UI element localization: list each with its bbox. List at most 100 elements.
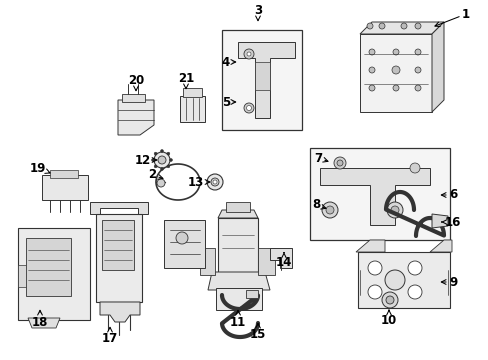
Polygon shape bbox=[319, 168, 429, 225]
Bar bbox=[218, 218, 258, 273]
Circle shape bbox=[368, 67, 374, 73]
Circle shape bbox=[333, 157, 346, 169]
Polygon shape bbox=[238, 42, 294, 118]
Polygon shape bbox=[431, 22, 443, 112]
Circle shape bbox=[381, 292, 397, 308]
Text: 17: 17 bbox=[102, 327, 118, 345]
Polygon shape bbox=[183, 88, 202, 97]
Circle shape bbox=[154, 152, 170, 168]
Text: 6: 6 bbox=[441, 189, 456, 202]
Text: 2: 2 bbox=[148, 168, 163, 181]
Text: 7: 7 bbox=[313, 152, 327, 165]
Text: 21: 21 bbox=[178, 72, 194, 89]
Circle shape bbox=[246, 105, 251, 111]
Bar bbox=[96, 214, 142, 302]
Text: 18: 18 bbox=[32, 310, 48, 328]
Circle shape bbox=[244, 103, 253, 113]
Circle shape bbox=[400, 23, 406, 29]
Circle shape bbox=[244, 49, 253, 59]
Text: 9: 9 bbox=[441, 275, 456, 288]
Circle shape bbox=[390, 206, 398, 214]
Bar bbox=[50, 170, 78, 178]
Circle shape bbox=[391, 66, 399, 74]
Circle shape bbox=[385, 296, 393, 304]
Circle shape bbox=[368, 49, 374, 55]
Circle shape bbox=[166, 152, 169, 155]
Bar bbox=[102, 220, 134, 270]
Circle shape bbox=[166, 165, 169, 168]
Polygon shape bbox=[28, 318, 60, 328]
Bar bbox=[26, 238, 71, 296]
Bar bbox=[18, 265, 26, 287]
Polygon shape bbox=[100, 302, 140, 322]
Circle shape bbox=[392, 85, 398, 91]
Polygon shape bbox=[359, 22, 443, 34]
Polygon shape bbox=[218, 210, 258, 218]
Bar bbox=[18, 228, 90, 320]
Text: 4: 4 bbox=[222, 55, 235, 68]
Polygon shape bbox=[200, 248, 215, 275]
Text: 10: 10 bbox=[380, 310, 396, 327]
Circle shape bbox=[176, 232, 187, 244]
Circle shape bbox=[384, 270, 404, 290]
Circle shape bbox=[392, 49, 398, 55]
Circle shape bbox=[154, 165, 157, 168]
Text: 13: 13 bbox=[187, 175, 209, 189]
Bar bbox=[225, 202, 249, 212]
Text: 5: 5 bbox=[222, 95, 235, 108]
Bar bbox=[222, 30, 302, 130]
Circle shape bbox=[151, 158, 154, 162]
Polygon shape bbox=[269, 248, 291, 268]
Polygon shape bbox=[90, 202, 148, 214]
Circle shape bbox=[321, 202, 337, 218]
Circle shape bbox=[366, 23, 372, 29]
Text: 1: 1 bbox=[434, 8, 469, 27]
Circle shape bbox=[378, 23, 384, 29]
Text: 11: 11 bbox=[229, 310, 245, 328]
Bar bbox=[216, 288, 262, 310]
Text: 3: 3 bbox=[253, 4, 262, 21]
Circle shape bbox=[246, 52, 250, 56]
Circle shape bbox=[409, 163, 419, 173]
Circle shape bbox=[154, 152, 157, 155]
Circle shape bbox=[336, 160, 342, 166]
Polygon shape bbox=[355, 240, 384, 252]
Circle shape bbox=[210, 178, 219, 186]
Circle shape bbox=[414, 85, 420, 91]
Text: 14: 14 bbox=[275, 253, 292, 269]
Polygon shape bbox=[42, 175, 88, 200]
Polygon shape bbox=[429, 240, 451, 252]
Text: 20: 20 bbox=[128, 73, 144, 91]
Polygon shape bbox=[207, 272, 269, 290]
Text: 16: 16 bbox=[441, 216, 460, 229]
Bar bbox=[309, 148, 449, 240]
Bar bbox=[245, 290, 258, 298]
Circle shape bbox=[407, 261, 421, 275]
Circle shape bbox=[367, 285, 381, 299]
Polygon shape bbox=[254, 62, 269, 90]
Text: 19: 19 bbox=[30, 162, 50, 175]
Polygon shape bbox=[357, 252, 449, 308]
Polygon shape bbox=[122, 94, 145, 102]
Circle shape bbox=[414, 67, 420, 73]
Circle shape bbox=[368, 85, 374, 91]
Circle shape bbox=[213, 180, 217, 184]
Circle shape bbox=[206, 174, 223, 190]
Polygon shape bbox=[163, 220, 204, 268]
Text: 15: 15 bbox=[249, 323, 265, 342]
Polygon shape bbox=[118, 100, 154, 135]
Circle shape bbox=[414, 49, 420, 55]
Circle shape bbox=[414, 23, 420, 29]
Text: 12: 12 bbox=[135, 153, 157, 166]
Polygon shape bbox=[431, 214, 447, 228]
Circle shape bbox=[407, 285, 421, 299]
Polygon shape bbox=[359, 34, 431, 112]
Circle shape bbox=[169, 158, 172, 162]
Polygon shape bbox=[258, 248, 274, 275]
Circle shape bbox=[325, 206, 333, 214]
Circle shape bbox=[157, 179, 164, 187]
Circle shape bbox=[160, 149, 163, 153]
Circle shape bbox=[386, 202, 402, 218]
Circle shape bbox=[367, 261, 381, 275]
Polygon shape bbox=[180, 96, 204, 122]
